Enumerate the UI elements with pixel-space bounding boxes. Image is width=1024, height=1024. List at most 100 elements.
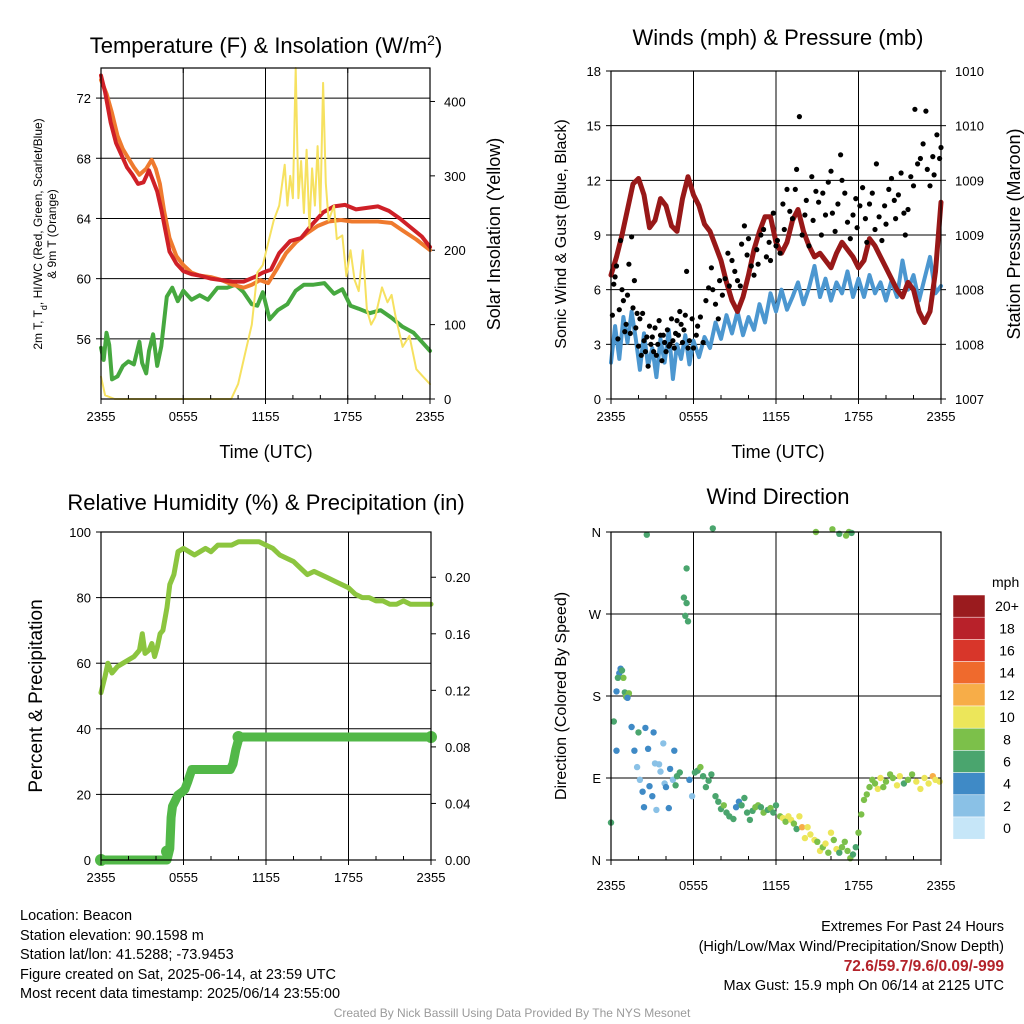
direction-point <box>720 802 727 809</box>
extremes-panel: Extremes For Past 24 Hours (High/Low/Max… <box>699 918 1004 996</box>
gust-point <box>703 298 709 304</box>
x-axis-label: Time (UTC) <box>731 442 824 462</box>
direction-point <box>650 729 657 736</box>
direction-point <box>662 783 670 791</box>
gust-point <box>766 239 772 245</box>
gust-point <box>645 363 651 369</box>
gust-point <box>659 358 665 364</box>
direction-point <box>848 529 855 537</box>
gust-point <box>794 166 800 172</box>
direction-point <box>841 838 848 845</box>
direction-point <box>896 773 903 780</box>
direction-point <box>770 809 777 816</box>
y2-tick-label: 1007 <box>955 392 984 407</box>
x-tick-label: 2355 <box>87 409 116 424</box>
y-tick-label: E <box>592 771 601 786</box>
gust-point <box>725 250 731 256</box>
y-tick-label: N <box>592 853 601 868</box>
y-tick-label: 3 <box>594 337 601 352</box>
direction-point <box>836 849 843 856</box>
y-tick-label: N <box>592 525 601 540</box>
direction-chart: N E S W N 2355 0555 1155 1755 2355 Wind Direction D… <box>553 484 1019 893</box>
x-tick-label: 1155 <box>252 409 280 424</box>
gust-point <box>646 323 653 329</box>
gust-point <box>633 325 639 331</box>
legend-swatch <box>952 616 986 640</box>
y-axis-label-part: 2m T, T <box>31 309 45 349</box>
y-axis-label-part: d <box>39 305 49 310</box>
legend-label: 12 <box>999 687 1015 703</box>
x-tick-label: 0555 <box>169 409 198 424</box>
legend-swatch <box>952 772 986 796</box>
x-tick-label: 0555 <box>679 409 708 424</box>
gust-point <box>882 203 888 209</box>
y2-tick-label: 0.04 <box>445 796 470 811</box>
y-tick-label: S <box>592 689 601 704</box>
direction-point <box>908 771 916 778</box>
gust-point <box>660 332 666 338</box>
direction-point <box>741 794 748 802</box>
x-tick-label: 1755 <box>334 870 363 885</box>
legend-swatch <box>952 794 986 818</box>
direction-point <box>936 778 943 785</box>
direction-point <box>614 674 622 681</box>
direction-point <box>858 811 865 818</box>
gust-point <box>893 216 899 222</box>
gust-point <box>847 236 853 242</box>
gust-point <box>924 166 930 172</box>
direction-point <box>822 840 829 847</box>
x-axis-label: Time (UTC) <box>219 442 312 462</box>
gust-point <box>663 349 669 355</box>
gust-point <box>888 175 895 182</box>
direction-point <box>838 844 846 851</box>
extremes-subtitle: (High/Low/Max Wind/Precipitation/Snow De… <box>698 938 1004 955</box>
gust-point <box>715 316 721 322</box>
direction-point <box>825 849 832 856</box>
gust-point <box>710 287 716 293</box>
gust-point <box>923 108 929 114</box>
gust-point <box>784 186 790 192</box>
direction-point <box>657 768 664 775</box>
gust-point <box>879 237 885 244</box>
gust-point <box>770 210 776 216</box>
gust-point <box>915 161 921 167</box>
gust-point <box>624 292 631 298</box>
extremes-title: Extremes For Past 24 Hours <box>821 919 1004 935</box>
direction-point <box>644 745 652 752</box>
gust-point <box>829 210 836 216</box>
y-axis-label: Percent & Precipitation <box>26 599 47 792</box>
gust-point <box>781 226 787 233</box>
gust-point <box>651 349 657 355</box>
legend-label: 14 <box>999 665 1015 681</box>
gust-point <box>895 192 902 198</box>
direction-point <box>852 844 859 851</box>
winds-chart: 0 3 6 9 12 15 18 1007 1008 1008 1009 1009 1010 1010 23… <box>553 25 1024 462</box>
series-dewpoint <box>99 281 432 382</box>
x-tick-label: 1755 <box>333 409 362 424</box>
direction-point <box>904 776 912 783</box>
y2-tick-label: 1010 <box>955 64 984 79</box>
direction-point <box>671 747 678 754</box>
gust-point <box>674 318 680 324</box>
series-temp <box>99 73 432 284</box>
gust-point <box>787 208 793 214</box>
gust-point <box>695 323 701 329</box>
gust-point <box>662 339 668 346</box>
x-tick-label: 1155 <box>762 409 790 424</box>
gust-point <box>838 152 844 158</box>
gust-point <box>706 285 712 291</box>
gust-point <box>729 257 735 264</box>
x-tick-label: 0555 <box>679 878 708 893</box>
legend-label: 10 <box>999 709 1015 725</box>
gust-point <box>690 345 697 351</box>
y2-tick-label: 1009 <box>955 228 984 243</box>
gust-point <box>671 345 677 351</box>
y-axis-label: Direction (Colored By Speed) <box>553 592 570 800</box>
y-tick-label: 40 <box>77 722 91 737</box>
x-tick-label: 0555 <box>169 870 198 885</box>
gust-point <box>835 201 841 207</box>
gust-point <box>809 174 815 180</box>
direction-point <box>618 667 626 674</box>
gust-point <box>780 201 786 207</box>
direction-point <box>697 763 704 771</box>
